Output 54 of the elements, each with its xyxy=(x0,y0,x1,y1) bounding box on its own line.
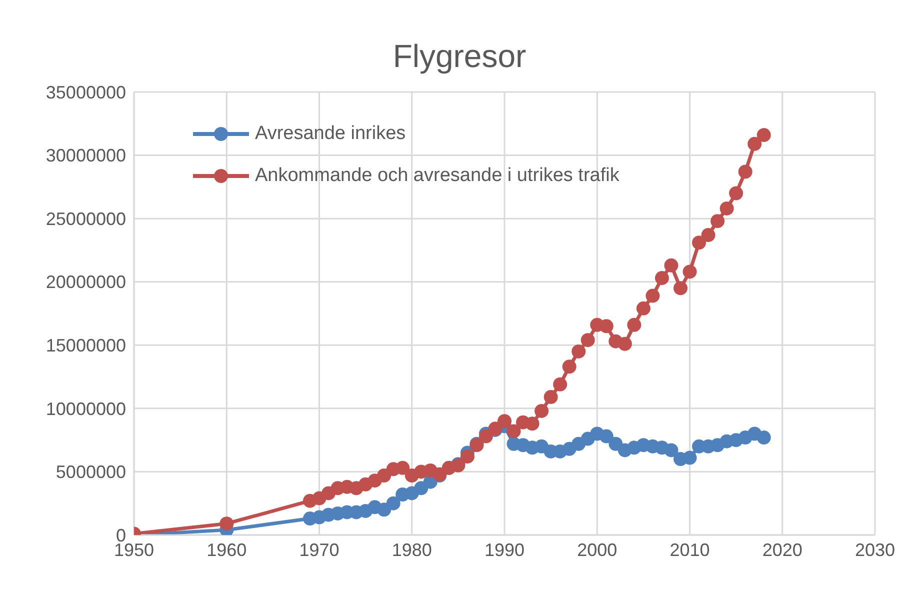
point xyxy=(692,236,706,250)
point xyxy=(682,450,697,465)
point xyxy=(664,443,678,458)
x-tick-label: 2020 xyxy=(762,540,802,560)
x-tick-label: 2030 xyxy=(854,540,896,560)
point xyxy=(562,360,576,374)
point xyxy=(525,416,540,431)
point xyxy=(701,228,716,242)
x-tick-label: 1960 xyxy=(206,540,247,560)
point xyxy=(756,128,771,142)
point xyxy=(220,516,234,531)
y-tick-label: 35000000 xyxy=(46,82,126,102)
x-tick-label: 2010 xyxy=(670,540,710,560)
y-tick-label: 5000000 xyxy=(56,462,126,482)
point xyxy=(377,468,392,483)
legend-label: Avresande inrikes xyxy=(255,123,406,145)
point xyxy=(729,186,744,200)
point xyxy=(599,319,614,334)
point xyxy=(636,301,650,316)
y-tick-label: 30000000 xyxy=(46,146,126,166)
point xyxy=(478,429,493,444)
point xyxy=(673,281,688,296)
point xyxy=(738,164,752,179)
point xyxy=(720,201,734,216)
point xyxy=(396,460,410,475)
point xyxy=(460,450,474,464)
point xyxy=(506,424,521,438)
y-tick-label: 10000000 xyxy=(46,398,126,419)
point xyxy=(553,377,568,392)
point xyxy=(534,404,549,418)
point xyxy=(580,333,595,348)
point xyxy=(498,414,512,428)
x-tick-label: 1990 xyxy=(484,540,525,560)
y-tick-label: 25000000 xyxy=(46,208,126,229)
point xyxy=(756,430,771,445)
y-tick-label: 20000000 xyxy=(46,272,126,292)
point xyxy=(386,496,400,510)
point xyxy=(710,214,725,228)
point xyxy=(748,136,762,151)
point xyxy=(646,288,660,303)
legend-label: Ankommande och avresande i utrikes trafik xyxy=(255,165,620,187)
x-tick-label: 1970 xyxy=(299,540,340,560)
point xyxy=(682,264,697,279)
point xyxy=(599,429,614,444)
x-tick-label: 1980 xyxy=(392,540,432,560)
point xyxy=(627,318,642,332)
point xyxy=(654,271,669,286)
point xyxy=(618,336,632,351)
x-tick-label: 2000 xyxy=(577,540,618,560)
point xyxy=(572,344,586,358)
chart-title: Flygresor xyxy=(392,38,528,75)
point xyxy=(664,258,678,272)
point xyxy=(544,390,558,404)
y-tick-label: 15000000 xyxy=(46,336,126,356)
